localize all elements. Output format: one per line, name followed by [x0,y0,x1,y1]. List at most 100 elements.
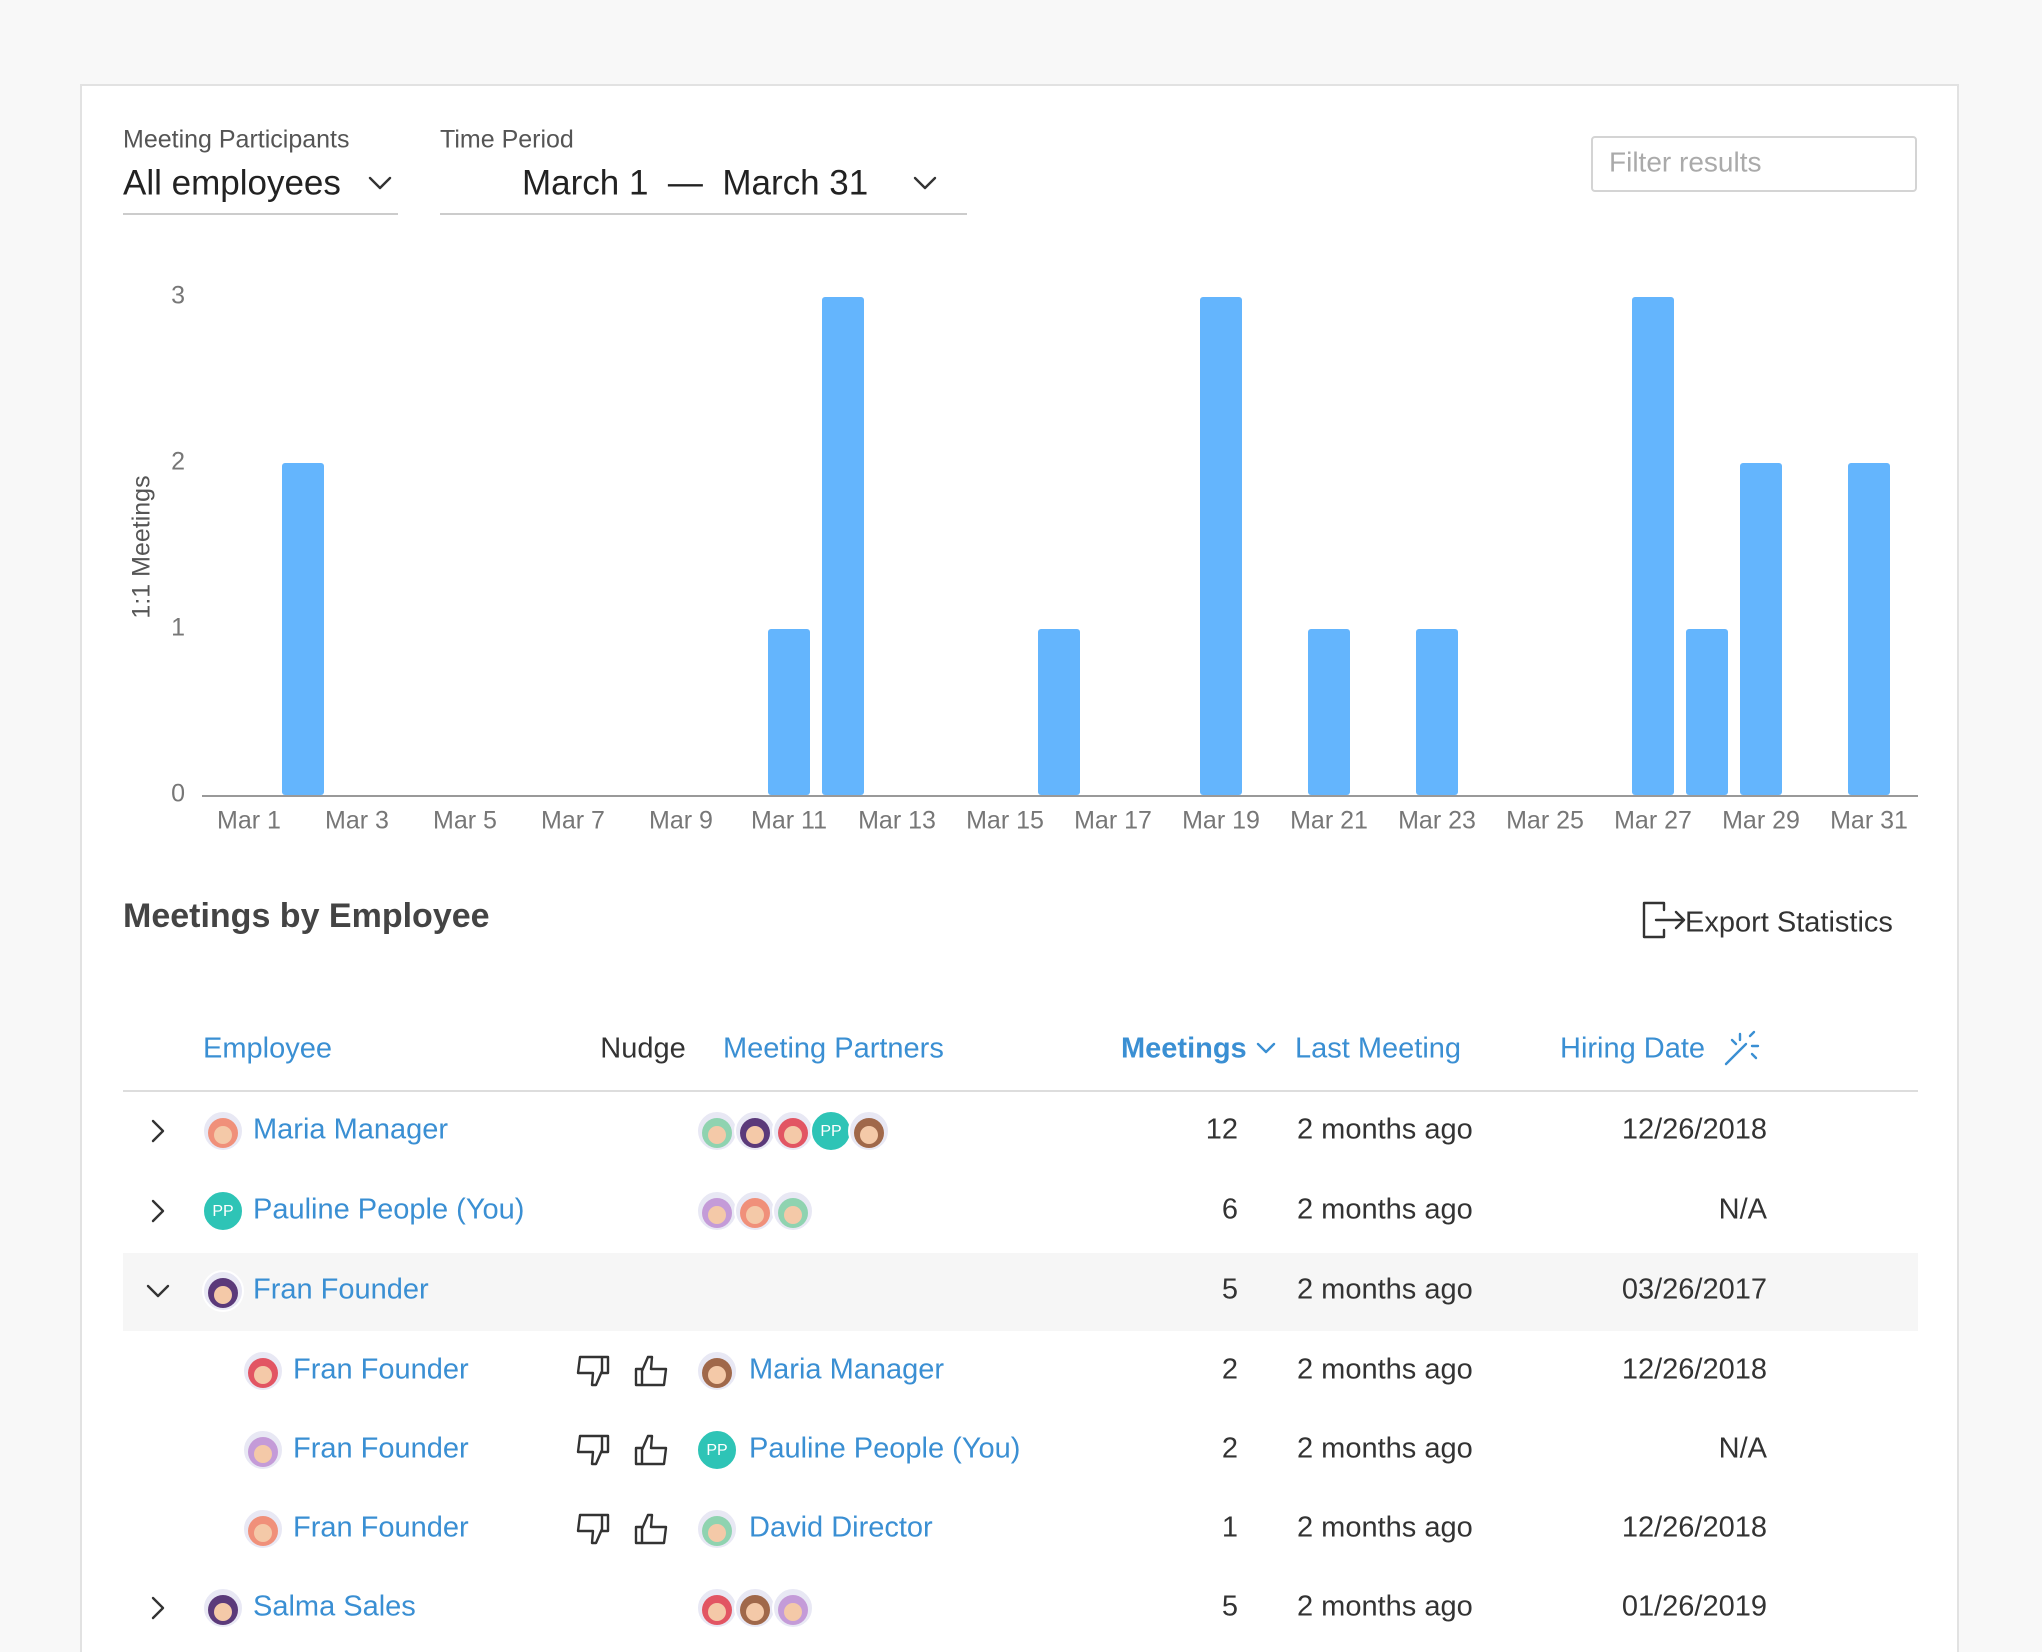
last-meeting: 2 months ago [1297,1591,1473,1623]
avatar-face [708,1126,726,1144]
x-tick-label: Mar 17 [1074,807,1152,835]
meetings-count: 5 [1222,1591,1238,1623]
meetings-count: 12 [1206,1114,1238,1146]
partner-name[interactable]: David Director [749,1512,933,1544]
x-tick-label: Mar 3 [325,807,389,835]
bar [1686,629,1728,795]
avatar-face [784,1206,802,1224]
y-tick-label: 3 [171,282,185,310]
column-header[interactable]: Meeting Partners [723,1033,944,1065]
partner-name[interactable]: Pauline People (You) [749,1433,1020,1465]
avatar-face [708,1366,726,1384]
x-tick-label: Mar 29 [1722,807,1800,835]
period-value[interactable]: March 1 — March 31 [522,163,868,202]
partner-name[interactable]: Maria Manager [749,1354,944,1386]
participants-value[interactable]: All employees [123,163,341,202]
x-tick-label: Mar 5 [433,807,497,835]
hiring-date: 12/26/2018 [1622,1114,1767,1146]
chevron-down[interactable] [913,176,937,190]
meetings-count: 5 [1222,1274,1238,1306]
employee-name[interactable]: Fran Founder [293,1433,469,1465]
bar [1848,463,1890,795]
chevron-down[interactable] [368,176,392,190]
nudge-icon[interactable] [576,1513,610,1545]
y-tick-label: 0 [171,780,185,808]
bar [768,629,810,795]
nudge-icon[interactable] [634,1355,668,1387]
y-axis-label: 1:1 Meetings [128,475,156,618]
avatar [696,1429,738,1471]
avatar-face [708,1603,726,1621]
meetings-count: 1 [1222,1512,1238,1544]
avatar-face [746,1603,764,1621]
last-meeting: 2 months ago [1297,1274,1473,1306]
period-label: Time Period [440,126,574,154]
nudge-icon[interactable] [576,1434,610,1466]
bar [822,297,864,795]
avatar-face [860,1126,878,1144]
employee-name[interactable]: Fran Founder [253,1274,429,1306]
employee-name[interactable]: Fran Founder [293,1354,469,1386]
hiring-date: 12/26/2018 [1622,1354,1767,1386]
column-header: Nudge [600,1033,685,1065]
employee-name[interactable]: Salma Sales [253,1591,416,1623]
avatar-initials: PP [820,1123,841,1140]
nudge-icon[interactable] [576,1355,610,1387]
column-header[interactable]: Employee [203,1033,332,1065]
sparkle-icon [1724,1030,1760,1066]
export-icon[interactable] [1642,901,1686,939]
avatar-face [708,1524,726,1542]
avatar-face [784,1603,802,1621]
y-tick-label: 1 [171,614,185,642]
hiring-date: N/A [1719,1194,1768,1226]
x-tick-label: Mar 19 [1182,807,1260,835]
avatar [202,1190,244,1232]
employee-name[interactable]: Fran Founder [293,1512,469,1544]
card [80,84,1959,1652]
x-tick-label: Mar 23 [1398,807,1476,835]
avatar-face [254,1524,272,1542]
bar [282,463,324,795]
last-meeting: 2 months ago [1297,1433,1473,1465]
expand-chevron[interactable] [151,1119,165,1143]
avatar-face [214,1603,232,1621]
x-tick-label: Mar 13 [858,807,936,835]
employee-name[interactable]: Pauline People (You) [253,1194,524,1226]
participants-label: Meeting Participants [123,126,350,154]
meetings-count: 6 [1222,1194,1238,1226]
expand-chevron[interactable] [151,1596,165,1620]
column-header[interactable]: Meetings [1121,1033,1247,1065]
employee-name[interactable]: Maria Manager [253,1114,448,1146]
nudge-icon[interactable] [634,1513,668,1545]
last-meeting: 2 months ago [1297,1354,1473,1386]
avatar-initials: PP [706,1442,727,1459]
hiring-date: 01/26/2019 [1622,1591,1767,1623]
hiring-date: N/A [1719,1433,1768,1465]
avatar-face [214,1286,232,1304]
x-tick-label: Mar 11 [751,807,827,835]
expand-chevron[interactable] [146,1284,170,1298]
nudge-icon[interactable] [634,1434,668,1466]
x-tick-label: Mar 9 [649,807,713,835]
section-title: Meetings by Employee [123,897,490,935]
last-meeting: 2 months ago [1297,1114,1473,1146]
search-box[interactable] [1591,136,1917,192]
row-highlight [123,1253,1918,1331]
x-tick-label: Mar 15 [966,807,1044,835]
bar [1740,463,1782,795]
expand-chevron[interactable] [151,1199,165,1223]
last-meeting: 2 months ago [1297,1194,1473,1226]
avatar-face [784,1126,802,1144]
hiring-date: 12/26/2018 [1622,1512,1767,1544]
column-header[interactable]: Hiring Date [1560,1033,1705,1065]
export-button[interactable]: Export Statistics [1685,907,1893,939]
avatar-face [746,1126,764,1144]
hiring-date: 03/26/2017 [1622,1274,1767,1306]
x-tick-label: Mar 25 [1506,807,1584,835]
avatar-face [214,1126,232,1144]
sort-chevron[interactable] [1256,1042,1276,1054]
avatar-face [254,1366,272,1384]
column-header[interactable]: Last Meeting [1295,1033,1461,1065]
search-placeholder: Filter results [1609,146,1761,177]
